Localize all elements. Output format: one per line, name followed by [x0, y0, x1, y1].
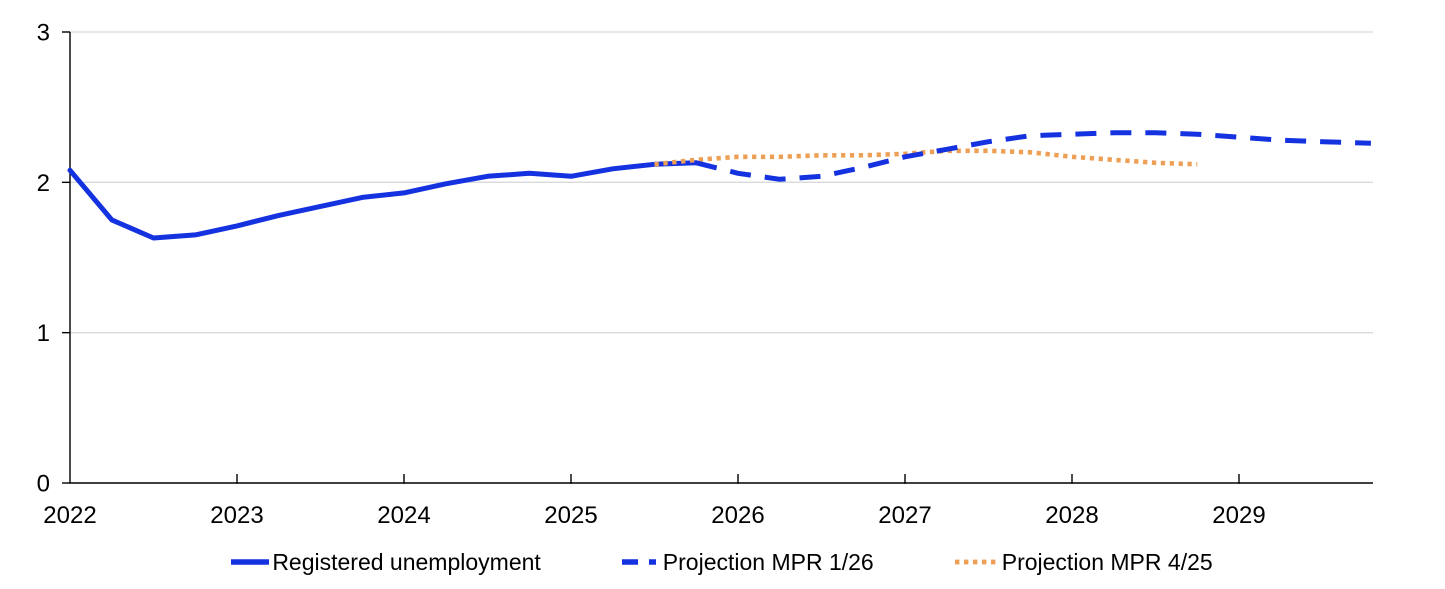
legend-item-registered-unemployment: Registered unemployment	[230, 548, 541, 575]
x-tick-label: 2023	[210, 502, 263, 529]
y-tick-label: 2	[37, 170, 50, 197]
x-tick-label: 2022	[43, 502, 96, 529]
chart-legend: Registered unemployment Projection MPR 1…	[70, 544, 1373, 580]
x-tick-label: 2026	[711, 502, 764, 529]
series-projection-mpr-4-25	[654, 148, 1198, 167]
y-tick-label: 3	[37, 20, 50, 47]
legend-label: Projection MPR 4/25	[1001, 548, 1213, 575]
x-tick-label: 2025	[544, 502, 597, 529]
legend-item-projection-mpr-1-26: Projection MPR 1/26	[621, 548, 874, 575]
x-tick-label: 2024	[377, 502, 430, 529]
legend-label: Registered unemployment	[272, 548, 541, 575]
legend-dashed-line-icon	[621, 559, 660, 565]
series-projection-mpr-1-26	[695, 130, 1371, 182]
legend-label: Projection MPR 1/26	[662, 548, 874, 575]
legend-solid-line-icon	[231, 559, 270, 565]
x-tick-label: 2028	[1045, 502, 1098, 529]
x-tick-label: 2029	[1212, 502, 1265, 529]
legend-item-projection-mpr-4-25: Projection MPR 4/25	[954, 548, 1213, 575]
y-tick-label: 0	[37, 471, 50, 498]
series-registered-unemployment	[67, 160, 699, 241]
y-tick-label: 1	[37, 320, 50, 347]
plot-area: 0 1 2 3 2022 2023 2024 2025 2026 2027 2028 2029	[37, 20, 1373, 529]
legend-dotted-line-icon	[954, 559, 999, 565]
x-tick-label: 2027	[878, 502, 931, 529]
